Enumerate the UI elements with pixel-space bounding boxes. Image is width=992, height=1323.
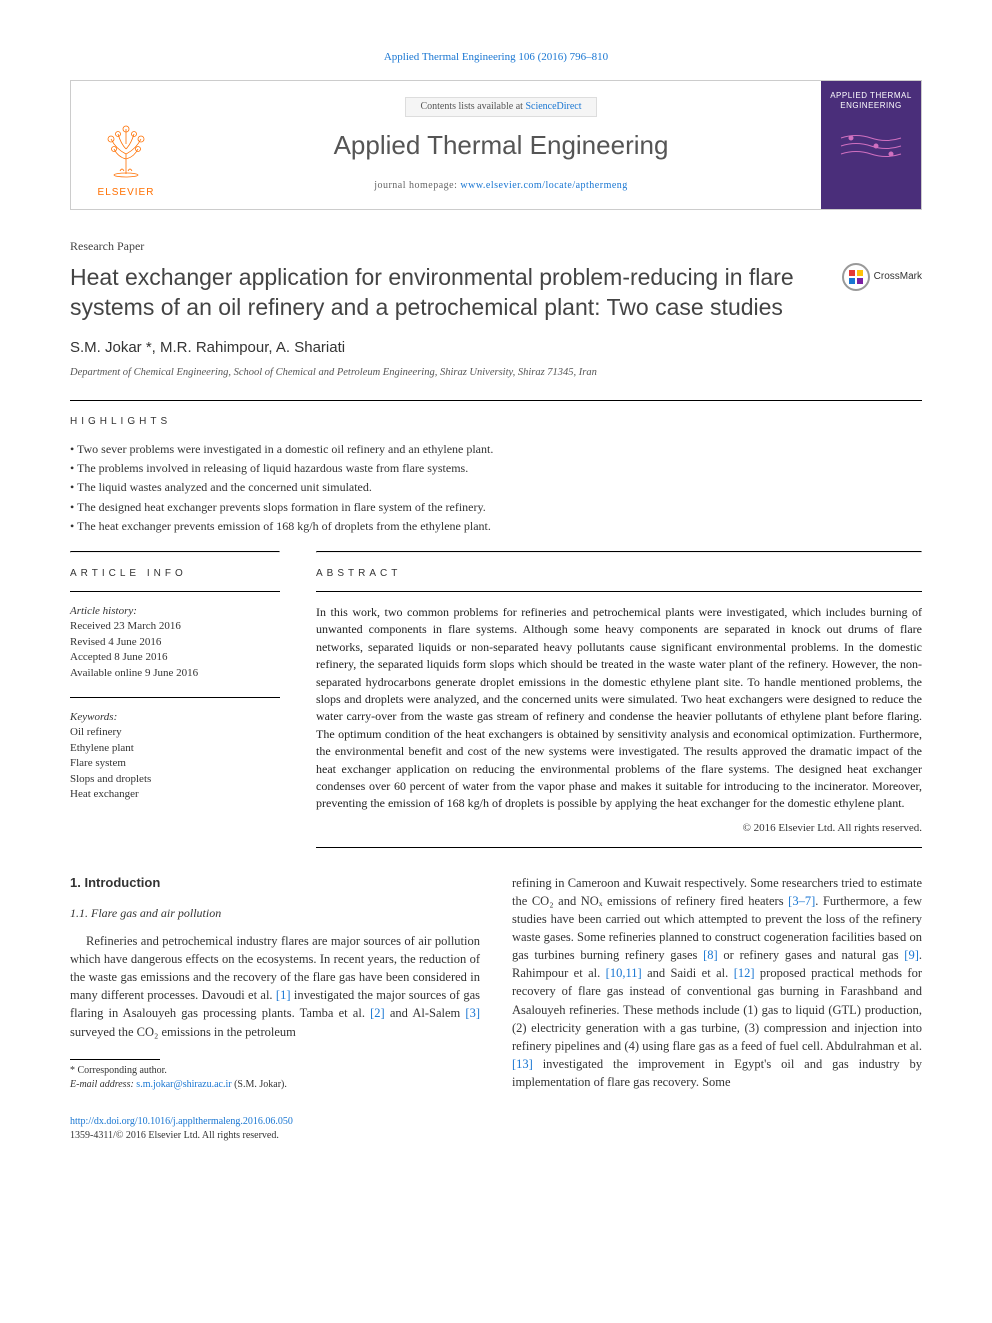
journal-homepage: journal homepage: www.elsevier.com/locat… xyxy=(374,179,628,194)
issn-line: 1359-4311/© 2016 Elsevier Ltd. All right… xyxy=(70,1130,279,1141)
homepage-link[interactable]: www.elsevier.com/locate/apthermeng xyxy=(460,180,627,191)
contents-prefix: Contents lists available at xyxy=(420,101,525,112)
email-suffix: (S.M. Jokar). xyxy=(232,1079,287,1090)
intro-paragraph: Refineries and petrochemical industry fl… xyxy=(70,932,480,1041)
article-history: Article history: Received 23 March 2016 … xyxy=(70,604,280,681)
intro-paragraph-2: refining in Cameroon and Kuwait respecti… xyxy=(512,874,922,1092)
abstract-column: ABSTRACT In this work, two common proble… xyxy=(316,551,922,848)
sciencedirect-link[interactable]: ScienceDirect xyxy=(525,101,581,112)
keyword-item: Slops and droplets xyxy=(70,772,280,787)
cover-title: APPLIED THERMAL ENGINEERING xyxy=(827,91,915,110)
publisher-name: ELSEVIER xyxy=(98,186,155,201)
history-item: Received 23 March 2016 xyxy=(70,619,280,634)
intro-subheading: 1.1. Flare gas and air pollution xyxy=(70,905,480,922)
abstract-text: In this work, two common problems for re… xyxy=(316,604,922,813)
email-line: E-mail address: s.m.jokar@shirazu.ac.ir … xyxy=(70,1078,480,1093)
body-columns: 1. Introduction 1.1. Flare gas and air p… xyxy=(70,874,922,1093)
rule-divider xyxy=(70,551,280,553)
publisher-block: ELSEVIER xyxy=(71,81,181,209)
history-label: Article history: xyxy=(70,604,280,619)
journal-cover: APPLIED THERMAL ENGINEERING xyxy=(821,81,921,209)
highlight-item: Two sever problems were investigated in … xyxy=(70,440,922,459)
article-title: Heat exchanger application for environme… xyxy=(70,263,822,323)
highlights-label: HIGHLIGHTS xyxy=(70,415,922,430)
highlight-item: The liquid wastes analyzed and the conce… xyxy=(70,478,922,497)
rule-divider xyxy=(316,591,922,592)
copyright-line: © 2016 Elsevier Ltd. All rights reserved… xyxy=(316,821,922,837)
affiliation: Department of Chemical Engineering, Scho… xyxy=(70,365,922,380)
elsevier-tree-icon xyxy=(91,114,161,184)
keyword-item: Heat exchanger xyxy=(70,787,280,802)
authors-text: S.M. Jokar *, M.R. Rahimpour, A. Shariat… xyxy=(70,339,345,356)
email-label: E-mail address: xyxy=(70,1079,136,1090)
journal-title: Applied Thermal Engineering xyxy=(334,127,669,165)
keyword-item: Flare system xyxy=(70,756,280,771)
journal-banner: ELSEVIER Contents lists available at Sci… xyxy=(70,80,922,210)
header-citation: Applied Thermal Engineering 106 (2016) 7… xyxy=(70,50,922,66)
intro-heading: 1. Introduction xyxy=(70,874,480,893)
highlight-item: The problems involved in releasing of li… xyxy=(70,459,922,478)
crossmark-label: CrossMark xyxy=(874,270,922,285)
email-link[interactable]: s.m.jokar@shirazu.ac.ir xyxy=(136,1079,231,1090)
authors: S.M. Jokar *, M.R. Rahimpour, A. Shariat… xyxy=(70,337,922,359)
contents-available: Contents lists available at ScienceDirec… xyxy=(405,97,596,118)
rule-divider xyxy=(316,551,922,553)
keywords-label: Keywords: xyxy=(70,710,280,725)
article-info-column: ARTICLE INFO Article history: Received 2… xyxy=(70,551,280,848)
rule-divider xyxy=(70,697,280,698)
keyword-item: Oil refinery xyxy=(70,725,280,740)
doi-link[interactable]: http://dx.doi.org/10.1016/j.applthermale… xyxy=(70,1116,293,1127)
homepage-prefix: journal homepage: xyxy=(374,180,460,191)
abstract-label: ABSTRACT xyxy=(316,567,922,582)
rule-divider xyxy=(70,591,280,592)
keywords-block: Keywords: Oil refinery Ethylene plant Fl… xyxy=(70,710,280,802)
history-item: Available online 9 June 2016 xyxy=(70,666,280,681)
footer: http://dx.doi.org/10.1016/j.applthermale… xyxy=(70,1115,922,1144)
article-info-label: ARTICLE INFO xyxy=(70,567,280,582)
keyword-item: Ethylene plant xyxy=(70,741,280,756)
history-item: Revised 4 June 2016 xyxy=(70,635,280,650)
history-item: Accepted 8 June 2016 xyxy=(70,650,280,665)
footnotes: * Corresponding author. E-mail address: … xyxy=(70,1064,480,1093)
footnote-rule xyxy=(70,1059,160,1060)
crossmark-icon xyxy=(842,263,870,291)
paper-type: Research Paper xyxy=(70,238,922,255)
highlights-list: Two sever problems were investigated in … xyxy=(70,440,922,537)
rule-divider xyxy=(70,400,922,401)
cover-graphic-icon xyxy=(836,128,906,168)
crossmark-badge[interactable]: CrossMark xyxy=(842,263,922,291)
highlight-item: The designed heat exchanger prevents slo… xyxy=(70,498,922,517)
corresponding-author: * Corresponding author. xyxy=(70,1064,480,1079)
highlight-item: The heat exchanger prevents emission of … xyxy=(70,517,922,536)
rule-divider xyxy=(316,847,922,848)
